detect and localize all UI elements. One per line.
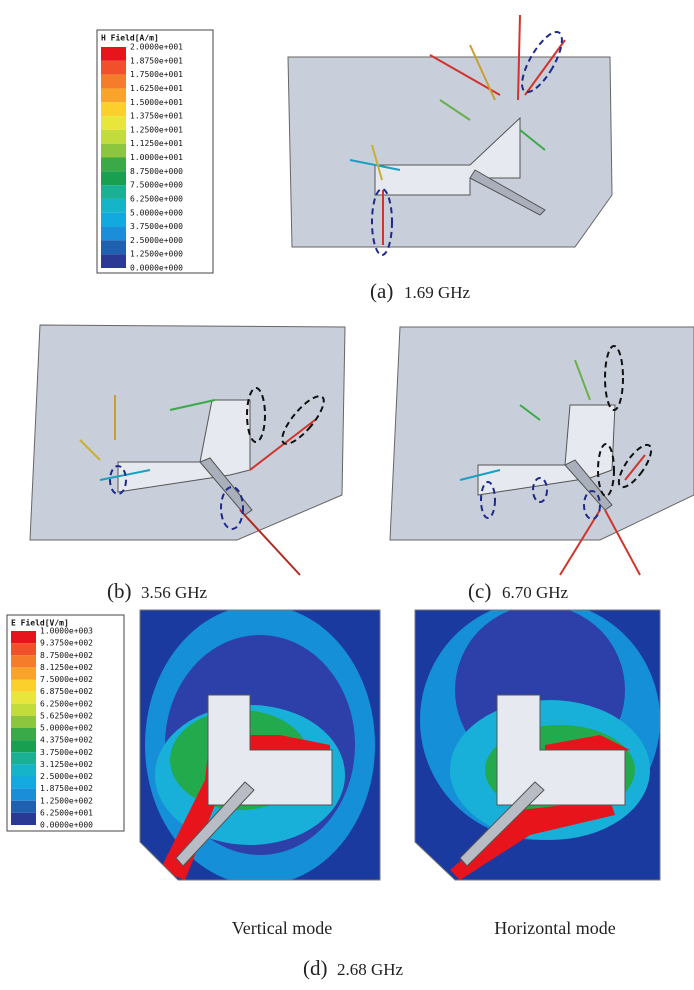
panel-a: (a) 1.69 GHz xyxy=(288,15,612,303)
panel-frequency: 3.56 GHz xyxy=(141,583,208,602)
legend-swatch xyxy=(101,240,126,254)
ground-plate xyxy=(390,327,694,540)
legend-swatch xyxy=(101,185,126,199)
legend-label: 2.0000e+001 xyxy=(130,43,183,52)
legend-swatch xyxy=(11,655,36,667)
legend-swatch xyxy=(101,254,126,268)
legend-label: 0.0000e+000 xyxy=(130,264,183,273)
plot-caption: Vertical mode xyxy=(232,918,332,938)
legend-label: 1.7500e+001 xyxy=(130,70,183,79)
legend-swatch xyxy=(101,213,126,227)
legend-swatch xyxy=(11,631,36,643)
legend-swatch xyxy=(11,716,36,728)
panel-b: (b) 3.56 GHz xyxy=(30,325,345,603)
legend-label: 2.5000e+000 xyxy=(130,236,183,245)
legend-swatch xyxy=(101,144,126,158)
legend-label: 8.7500e+000 xyxy=(130,167,183,176)
legend-label: 1.2500e+002 xyxy=(40,796,93,805)
panel-frequency: 2.68 GHz xyxy=(337,960,404,979)
legend-swatch xyxy=(101,102,126,116)
plot-caption: Horizontal mode xyxy=(494,918,615,938)
legend-label: 1.0000e+001 xyxy=(130,153,183,162)
legend-swatch xyxy=(101,130,126,144)
field-plot-vertical xyxy=(140,605,380,885)
legend-swatch xyxy=(11,680,36,692)
legend-label: 6.2500e+001 xyxy=(40,808,93,817)
legend-swatch xyxy=(101,227,126,241)
panel-c: (c) 6.70 GHz xyxy=(390,327,694,603)
legend-swatch xyxy=(11,704,36,716)
legend-label: 9.3750e+002 xyxy=(40,639,93,648)
legend-label: 6.2500e+002 xyxy=(40,699,93,708)
panel-label: (d) xyxy=(303,956,328,980)
legend-swatch xyxy=(11,740,36,752)
legend-label: 1.8750e+002 xyxy=(40,784,93,793)
legend-label: 6.2500e+000 xyxy=(130,194,183,203)
legend-label: 4.3750e+002 xyxy=(40,736,93,745)
field-plot-horizontal xyxy=(415,600,660,880)
legend-label: 7.5000e+002 xyxy=(40,675,93,684)
legend-label: 1.8750e+001 xyxy=(130,56,183,65)
ground-plate xyxy=(288,57,612,247)
legend-swatch xyxy=(101,199,126,213)
legend-swatch xyxy=(101,88,126,102)
legend-label: 7.5000e+000 xyxy=(130,181,183,190)
legend-swatch xyxy=(11,692,36,704)
e-field-legend: E Field[V/m] 1.0000e+0039.3750e+0028.750… xyxy=(7,615,124,831)
legend-label: 1.2500e+001 xyxy=(130,125,183,134)
panel-label: (a) xyxy=(370,279,393,303)
legend-label: 3.7500e+000 xyxy=(130,222,183,231)
legend-label: 8.1250e+002 xyxy=(40,663,93,672)
panel-label: (c) xyxy=(468,579,491,603)
legend-label: 6.8750e+002 xyxy=(40,687,93,696)
legend-label: 0.0000e+000 xyxy=(40,821,93,830)
legend-swatch xyxy=(11,789,36,801)
legend-swatch xyxy=(11,777,36,789)
legend-label: 1.0000e+003 xyxy=(40,627,93,636)
legend-swatch xyxy=(11,801,36,813)
legend-swatch xyxy=(101,61,126,75)
legend-swatch xyxy=(11,813,36,825)
figure: H Field[A/m] 2.0000e+001 1.8750e+001 1.750… xyxy=(0,0,694,990)
legend-title: H Field[A/m] xyxy=(101,33,159,43)
legend-label: 1.6250e+001 xyxy=(130,84,183,93)
panel-label: (b) xyxy=(107,579,132,603)
legend-label: 8.7500e+002 xyxy=(40,651,93,660)
legend-swatch xyxy=(101,75,126,89)
legend-label: 1.1250e+001 xyxy=(130,139,183,148)
legend-label: 1.3750e+001 xyxy=(130,112,183,121)
panel-frequency: 6.70 GHz xyxy=(502,583,569,602)
legend-label: 1.5000e+001 xyxy=(130,98,183,107)
legend-label: 5.0000e+000 xyxy=(130,208,183,217)
legend-label: 5.6250e+002 xyxy=(40,711,93,720)
legend-swatch xyxy=(11,643,36,655)
legend-swatch xyxy=(11,728,36,740)
legend-label: 3.1250e+002 xyxy=(40,760,93,769)
legend-swatch xyxy=(101,171,126,185)
legend-swatch xyxy=(11,752,36,764)
legend-label: 1.2500e+000 xyxy=(130,250,183,259)
panel-frequency: 1.69 GHz xyxy=(404,283,471,302)
legend-label: 3.7500e+002 xyxy=(40,748,93,757)
legend-swatch xyxy=(101,116,126,130)
legend-swatch xyxy=(11,667,36,679)
legend-label: 5.0000e+002 xyxy=(40,724,93,733)
legend-swatch xyxy=(101,47,126,61)
legend-swatch xyxy=(101,158,126,172)
h-field-legend: H Field[A/m] 2.0000e+001 1.8750e+001 1.750… xyxy=(97,30,213,273)
legend-swatch xyxy=(11,764,36,776)
legend-label: 2.5000e+002 xyxy=(40,772,93,781)
